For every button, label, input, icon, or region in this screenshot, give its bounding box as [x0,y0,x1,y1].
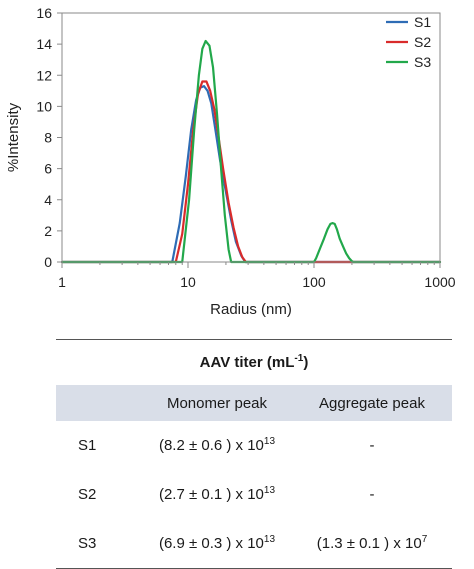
x-tick-label: 1000 [424,274,455,290]
series-line-s1 [60,85,442,264]
table-row: S3 (6.9 ± 0.3 ) x 1013 (1.3 ± 0.1 ) x 10… [56,519,452,569]
series-line-s3 [60,39,442,264]
legend-label-s3: S3 [414,54,431,70]
table-title-text: AAV titer (mL [199,354,295,371]
row-name: S2 [78,486,97,503]
y-tick-label: 4 [44,192,52,208]
plot-area [60,39,442,264]
aav-titer-table: AAV titer (mL-1) Monomer peak Aggregate … [56,339,452,569]
x-tick-label: 100 [302,274,326,290]
y-tick-label: 8 [44,130,52,146]
aggregate-titer: - [369,486,375,503]
monomer-titer: (6.9 ± 0.3 ) x 1013 [142,519,292,569]
row-name: S3 [56,519,142,569]
table-title-row: AAV titer (mL-1) [56,339,452,385]
table-title-close: ) [303,354,309,371]
y-tick-label: 0 [44,254,52,270]
y-tick-label: 16 [36,5,52,21]
table-header-row: Monomer peak Aggregate peak [56,385,452,421]
monomer-titer: (8.2 ± 0.6 ) x 1013 [158,436,276,455]
y-axis-label: %Intensity [5,102,22,172]
axes: 0 2 4 6 8 10 12 14 16 1 10 100 1000 Radius (nm) %Inten… [5,5,456,318]
table-title-sup: -1 [294,353,304,364]
y-tick-label: 6 [44,161,52,177]
row-name: S1 [78,437,97,454]
header-aggregate: Aggregate peak [319,394,425,412]
y-tick-label: 12 [36,67,52,83]
plot-frame [61,12,441,263]
header-blank [56,385,142,421]
y-tick-label: 2 [44,223,52,239]
legend-label-s1: S1 [414,14,431,30]
dls-intensity-chart: 0 2 4 6 8 10 12 14 16 1 10 100 1000 Radius (nm) %Inten… [5,5,456,318]
aggregate-titer: (1.3 ± 0.1 ) x 107 [292,519,452,569]
legend: S1 S2 S3 [386,14,431,70]
y-tick-label: 10 [36,98,52,114]
table-row: S1 (8.2 ± 0.6 ) x 1013 - [56,421,452,470]
x-tick-label: 10 [180,274,196,290]
header-monomer: Monomer peak [166,394,268,412]
aggregate-titer: - [369,437,375,454]
x-tick-label: 1 [58,274,66,290]
series-line-s2 [60,80,442,264]
y-tick-label: 14 [36,36,52,52]
monomer-titer: (2.7 ± 0.1 ) x 1013 [158,485,276,504]
table-row: S2 (2.7 ± 0.1 ) x 1013 - [56,470,452,519]
legend-label-s2: S2 [414,34,431,50]
x-axis-label: Radius (nm) [210,301,292,318]
table-title: AAV titer (mL-1) [56,339,452,385]
